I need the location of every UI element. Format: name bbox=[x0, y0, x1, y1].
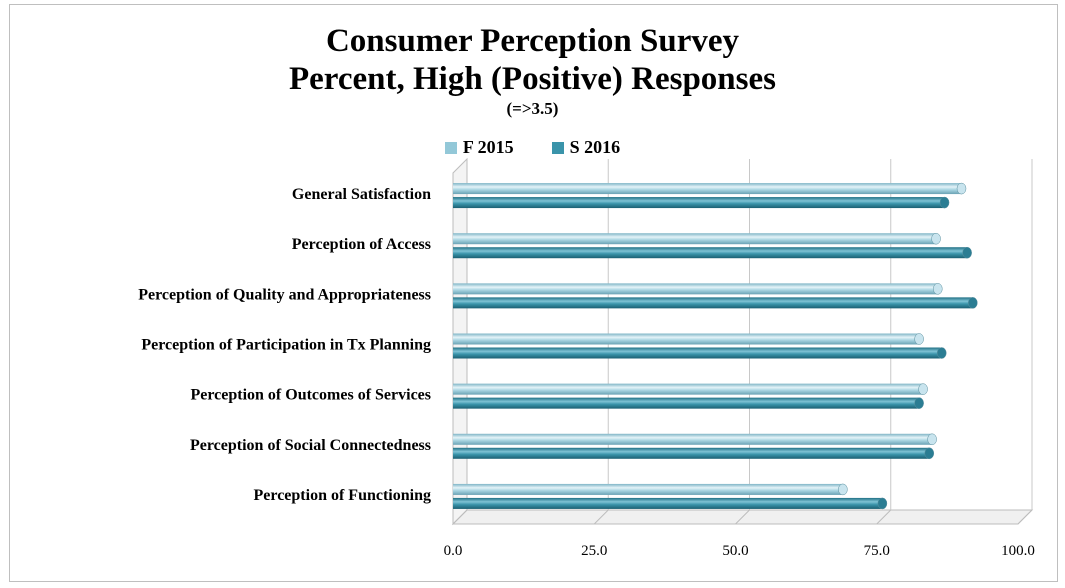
bar-cap bbox=[924, 447, 935, 460]
x-tick-label: 25.0 bbox=[581, 543, 607, 559]
bar-body bbox=[453, 233, 937, 245]
bar-cap bbox=[933, 283, 943, 295]
bar-cap bbox=[936, 347, 947, 359]
bar bbox=[453, 383, 928, 395]
chart-subtitle: (=>3.5) bbox=[506, 99, 559, 118]
bar-cap bbox=[939, 196, 950, 209]
bar-cap bbox=[914, 397, 924, 409]
bar-cap bbox=[918, 383, 928, 395]
x-tick-label: 50.0 bbox=[722, 543, 748, 559]
bar bbox=[453, 397, 924, 409]
legend-swatch-s2016 bbox=[551, 141, 564, 154]
bar bbox=[453, 483, 848, 496]
bar bbox=[453, 433, 937, 446]
bar-body bbox=[453, 497, 883, 509]
bar bbox=[453, 297, 978, 309]
chart-legend: F 2015 S 2016 bbox=[0, 137, 1065, 158]
bar-body bbox=[453, 383, 924, 395]
category-label: Perception of Quality and Appropriatenes… bbox=[138, 286, 431, 303]
x-tick-label: 0.0 bbox=[444, 543, 463, 559]
bar-body bbox=[453, 197, 945, 209]
bar-cap bbox=[914, 333, 924, 345]
legend-item-f2015: F 2015 bbox=[444, 137, 514, 158]
category-label: Perception of Social Connectedness bbox=[190, 437, 431, 454]
bar-body bbox=[453, 447, 930, 459]
bar bbox=[453, 347, 947, 359]
category-label: Perception of Functioning bbox=[254, 487, 431, 504]
category-label: Perception of Participation in Tx Planni… bbox=[141, 337, 431, 354]
floor-gridline bbox=[735, 509, 750, 525]
category-label: General Satisfaction bbox=[292, 186, 431, 203]
floor-gridline bbox=[876, 509, 892, 525]
bar-body bbox=[453, 283, 938, 295]
bar-body bbox=[453, 397, 920, 409]
legend-swatch-f2015 bbox=[444, 141, 457, 154]
bar-body bbox=[453, 183, 962, 195]
floor-gridline bbox=[1017, 509, 1033, 525]
bar bbox=[453, 447, 935, 460]
x-tick-label: 100.0 bbox=[1001, 543, 1035, 559]
bar-cap bbox=[877, 497, 888, 510]
bar bbox=[453, 333, 924, 345]
bar-cap bbox=[956, 182, 967, 195]
bar-body bbox=[453, 297, 973, 309]
bars bbox=[453, 182, 978, 510]
bar-cap bbox=[931, 232, 941, 245]
bar-body bbox=[453, 333, 920, 345]
x-axis-ticks: 0.0 25.0 50.0 75.0 100.0 bbox=[444, 543, 1035, 559]
bar bbox=[453, 283, 943, 295]
legend-label-f2015: F 2015 bbox=[462, 137, 514, 157]
bar-cap bbox=[927, 433, 937, 446]
category-label: Perception of Access bbox=[292, 236, 431, 253]
category-labels: General Satisfaction Perception of Access… bbox=[138, 186, 431, 504]
chart-title-line2: Percent, High (Positive) Responses bbox=[289, 61, 776, 97]
bar-body bbox=[453, 247, 968, 259]
floor-gridline bbox=[593, 509, 609, 525]
floor-gridline bbox=[452, 509, 468, 525]
bar-cap bbox=[838, 483, 848, 496]
bar-cap bbox=[968, 297, 978, 309]
chart-title: Consumer Perception Survey bbox=[325, 23, 740, 59]
bar bbox=[453, 246, 972, 259]
category-label: Perception of Outcomes of Services bbox=[190, 387, 431, 404]
bar bbox=[453, 196, 950, 209]
bar-cap bbox=[962, 246, 972, 259]
bar-body bbox=[453, 433, 933, 445]
bar bbox=[453, 497, 888, 510]
bar bbox=[453, 182, 967, 195]
legend-label-s2016: S 2016 bbox=[569, 137, 621, 157]
x-tick-label: 75.0 bbox=[864, 543, 890, 559]
bar bbox=[453, 232, 941, 245]
bar-body bbox=[453, 347, 942, 359]
legend-item-s2016: S 2016 bbox=[551, 137, 621, 158]
bar-body bbox=[453, 483, 843, 495]
